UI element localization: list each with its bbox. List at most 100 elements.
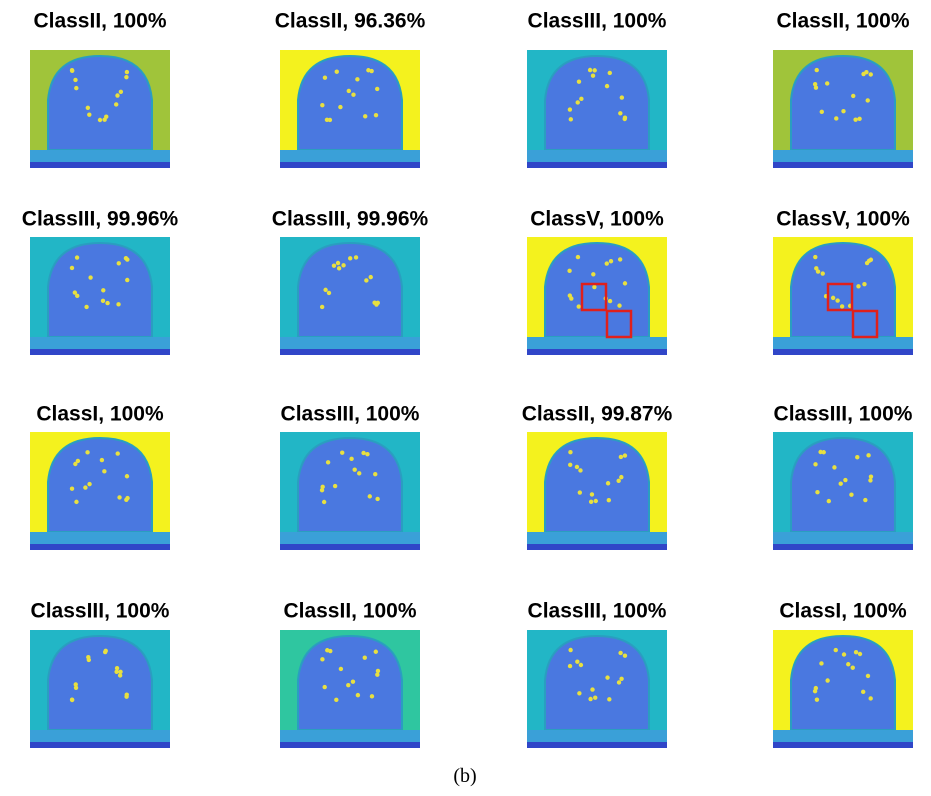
texture: [866, 674, 870, 678]
texture: [116, 302, 120, 306]
texture: [125, 70, 129, 74]
texture: [849, 493, 853, 497]
texture: [813, 255, 817, 259]
breast-region: [791, 56, 895, 150]
texture: [116, 451, 120, 455]
base-strip: [773, 532, 913, 544]
texture: [590, 492, 594, 496]
texture: [857, 117, 861, 121]
panel-title: ClassII, 100%: [776, 10, 909, 33]
base-bar: [773, 544, 913, 550]
texture: [816, 269, 820, 273]
texture: [328, 649, 332, 653]
texture: [578, 468, 582, 472]
texture: [839, 482, 843, 486]
base-strip: [773, 730, 913, 742]
texture: [846, 662, 850, 666]
base-bar: [30, 544, 170, 550]
texture: [118, 673, 122, 677]
texture: [605, 84, 609, 88]
texture: [375, 673, 379, 677]
texture: [825, 81, 829, 85]
base-bar: [280, 162, 420, 168]
texture: [348, 256, 352, 260]
texture: [619, 475, 623, 479]
breast-region: [791, 438, 895, 532]
texture: [608, 71, 612, 75]
texture: [85, 450, 89, 454]
texture: [340, 451, 344, 455]
texture: [337, 266, 341, 270]
base-strip: [30, 532, 170, 544]
texture: [568, 648, 572, 652]
base-bar: [30, 349, 170, 355]
texture: [867, 259, 871, 263]
texture: [577, 691, 581, 695]
texture: [86, 655, 90, 659]
texture: [84, 305, 88, 309]
texture: [608, 299, 612, 303]
breast-region: [545, 56, 649, 150]
texture: [320, 485, 324, 489]
texture: [327, 291, 331, 295]
panel: ClassIII, 100%: [280, 403, 420, 550]
panel: ClassII, 100%: [773, 10, 913, 168]
texture: [339, 667, 343, 671]
texture: [815, 68, 819, 72]
texture: [594, 499, 598, 503]
breast-region: [48, 56, 152, 150]
texture: [349, 457, 353, 461]
panel-title: ClassII, 99.87%: [522, 403, 673, 426]
texture: [74, 86, 78, 90]
texture: [869, 474, 873, 478]
texture: [819, 661, 823, 665]
texture: [866, 453, 870, 457]
panel: ClassII, 99.87%: [522, 403, 673, 550]
panel: ClassIII, 99.96%: [22, 208, 179, 355]
texture: [320, 657, 324, 661]
base-bar: [527, 742, 667, 748]
texture: [124, 75, 128, 79]
texture: [868, 478, 872, 482]
breast-region: [298, 636, 402, 730]
panel-title: ClassIII, 100%: [281, 403, 420, 426]
texture: [591, 272, 595, 276]
texture: [103, 650, 107, 654]
texture: [355, 77, 359, 81]
panel-title: ClassIII, 100%: [528, 10, 667, 33]
panel: ClassIII, 100%: [773, 403, 913, 550]
texture: [374, 113, 378, 117]
texture: [124, 498, 128, 502]
breast-region: [48, 438, 152, 532]
texture: [861, 72, 865, 76]
base-bar: [527, 162, 667, 168]
panel: ClassIII, 100%: [527, 600, 667, 748]
texture: [827, 499, 831, 503]
texture: [569, 117, 573, 121]
texture: [619, 455, 623, 459]
texture: [866, 98, 870, 102]
texture: [73, 462, 77, 466]
texture: [323, 685, 327, 689]
texture: [815, 490, 819, 494]
texture: [73, 78, 77, 82]
panel-title: ClassI, 100%: [779, 600, 907, 623]
texture: [70, 266, 74, 270]
texture: [125, 278, 129, 282]
texture: [590, 687, 594, 691]
texture: [579, 97, 583, 101]
panel-title: ClassIII, 99.96%: [22, 208, 179, 231]
texture: [591, 74, 595, 78]
texture: [70, 68, 74, 72]
panel-title: ClassIII, 99.96%: [272, 208, 429, 231]
texture: [320, 103, 324, 107]
texture: [101, 299, 105, 303]
texture: [74, 686, 78, 690]
breast-region: [791, 636, 895, 730]
texture: [568, 107, 572, 111]
breast-region: [545, 636, 649, 730]
texture: [623, 654, 627, 658]
texture: [618, 257, 622, 261]
texture: [372, 300, 376, 304]
texture: [831, 296, 835, 300]
